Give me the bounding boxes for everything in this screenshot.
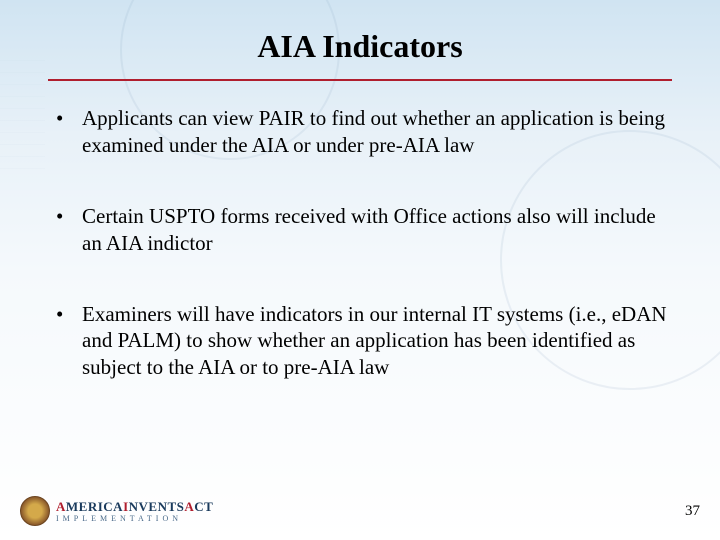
logo-word: CT [194,499,213,514]
slide-footer: AMERICAINVENTSACT IMPLEMENTATION 37 [20,496,700,526]
title-divider [48,79,672,81]
bullet-item: Applicants can view PAIR to find out whe… [48,105,672,159]
logo-text: AMERICAINVENTSACT IMPLEMENTATION [56,500,213,523]
page-number: 37 [685,503,700,520]
logo-title: AMERICAINVENTSACT [56,500,213,513]
bullet-list: Applicants can view PAIR to find out whe… [48,105,672,381]
slide-content: AIA Indicators Applicants can view PAIR … [0,0,720,540]
footer-logo: AMERICAINVENTSACT IMPLEMENTATION [20,496,213,526]
logo-word: NVENTS [129,499,185,514]
logo-letter: A [184,499,194,514]
slide-title: AIA Indicators [48,28,672,65]
logo-subtitle: IMPLEMENTATION [56,515,213,523]
logo-letter: A [56,499,66,514]
bullet-item: Examiners will have indicators in our in… [48,301,672,382]
bullet-item: Certain USPTO forms received with Office… [48,203,672,257]
logo-word: MERICA [66,499,123,514]
seal-icon [20,496,50,526]
